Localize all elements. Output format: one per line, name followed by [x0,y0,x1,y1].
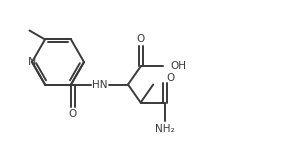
Text: NH₂: NH₂ [155,124,174,134]
Text: N: N [28,57,36,67]
Text: O: O [136,35,145,44]
Text: HN: HN [92,79,108,89]
Text: OH: OH [171,62,187,71]
Text: O: O [166,73,175,83]
Text: O: O [69,108,77,119]
